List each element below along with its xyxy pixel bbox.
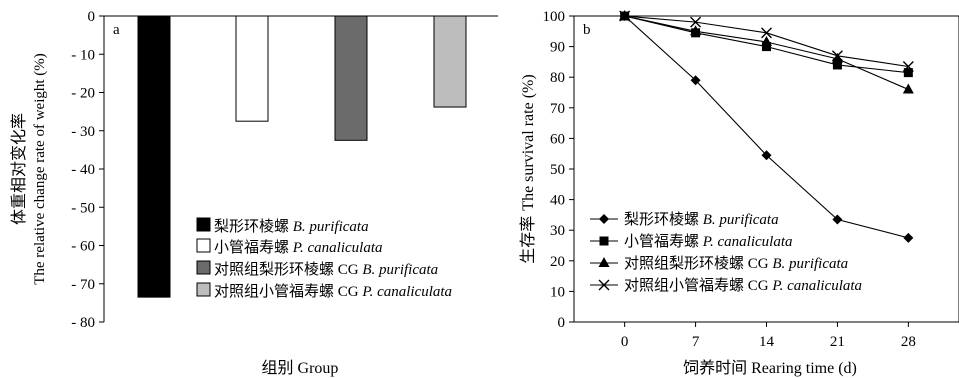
panel-a-legend-swatch (196, 217, 211, 232)
legend-cn: 小管福寿螺 (214, 239, 293, 256)
panel-b-letter: b (583, 22, 591, 38)
panel-b-y-tick-label: 80 (550, 70, 565, 86)
panel-b-point (902, 60, 914, 72)
legend-cn: 小管福寿螺 (624, 233, 703, 250)
panel-a-y-tick-label: - 60 (71, 239, 95, 255)
panel-b-point (619, 10, 631, 22)
legend-cn: 对照组梨形环棱螺 CG (214, 261, 362, 278)
panel-a-bar (433, 15, 467, 108)
panel-b-legend-label: 对照组小管福寿螺 CG P. canaliculata (624, 277, 862, 294)
panel-a-y-tick-label: - 70 (71, 277, 95, 293)
panel-b-legend-label: 对照组梨形环棱螺 CG B. purificata (624, 255, 848, 272)
panel-b-xlabel: 饲养时间 Rearing time (d) (683, 359, 857, 377)
panel-b-lines (619, 10, 914, 243)
legend-en: P. canaliculata (771, 278, 862, 294)
panel-b-x-tick-label: 21 (830, 334, 845, 350)
legend-en: P. canaliculata (702, 234, 793, 250)
panel-b-x-tick-label: 28 (901, 334, 916, 350)
legend-en: P. canaliculata (292, 240, 383, 256)
panel-b-ylabel-en: The survival rate (%) (520, 74, 537, 210)
panel-a-y-ticks: 0 - 10 - 20 - 30 - 40 - 50 - 60 - 70 - 80 (71, 9, 104, 331)
panel-b-point (690, 16, 702, 28)
panel-b-y-tick-label: 100 (543, 9, 566, 25)
legend-cn: 对照组小管福寿螺 CG (214, 283, 362, 300)
panel-b-x-tick-label: 14 (759, 334, 775, 350)
panel-b-point (599, 236, 609, 246)
panel-a-ylabel-en: The relative change rate of weight (%) (32, 53, 48, 285)
panel-a-y-tick-label: 0 (88, 9, 96, 25)
panel-b-point (598, 257, 610, 267)
panel-b-frame (573, 15, 959, 323)
panel-b-ylabel: 生存率 The survival rate (%) (519, 74, 537, 263)
panel-b-y-ticks: 0 10 20 30 40 50 60 70 80 90 100 (543, 9, 574, 331)
panel-b-point (690, 75, 701, 86)
panel-b-point (831, 50, 843, 62)
panel-b-point (690, 25, 702, 36)
panel-a-y-tick-label: - 20 (71, 86, 95, 102)
panel-a-letter: a (113, 22, 120, 38)
panel-b-point (761, 36, 772, 47)
panel-b-ylabel-cn: 生存率 (519, 216, 537, 264)
panel-b-point (902, 83, 914, 94)
panel-a-y-tick-label: - 10 (71, 47, 95, 63)
panel-b-y-tick-label: 20 (550, 254, 565, 270)
panel-b-chart: 0 10 20 30 40 50 60 70 80 90 100 0 7 14 21 28 b 生存率 The… (519, 9, 959, 377)
panel-a-legend-label: 梨形环棱螺 B. purificata (214, 218, 369, 235)
panel-a-bar (235, 15, 269, 122)
legend-cn: 对照组梨形环棱螺 CG (624, 255, 772, 272)
legend-en: B. purificata (362, 262, 438, 278)
panel-b-point (762, 42, 771, 52)
panel-b-y-tick-label: 0 (558, 315, 566, 331)
panel-a-y-tick-label: - 50 (71, 200, 95, 216)
panel-b-point (832, 214, 843, 225)
panel-b-point (598, 279, 610, 291)
legend-cn: 梨形环棱螺 (624, 211, 703, 228)
panel-b-point (761, 150, 772, 161)
panel-b-point (761, 27, 772, 39)
panel-b-point (903, 232, 914, 243)
panel-b-y-tick-label: 10 (550, 284, 565, 300)
legend-en: B. purificata (293, 219, 369, 235)
panel-a-legend-label: 小管福寿螺 P. canaliculata (214, 239, 382, 256)
panel-a-xlabel: 组别 Group (262, 359, 339, 377)
panel-b-y-tick-label: 50 (550, 162, 565, 178)
panel-a-bar (334, 15, 368, 141)
panel-a-legend-swatch (196, 238, 211, 253)
panel-b-series-line (624, 15, 909, 90)
panel-b-x-tick-label: 7 (692, 334, 700, 350)
panel-a-y-tick-label: - 40 (71, 162, 95, 178)
panel-b-point (599, 214, 609, 224)
panel-a-legend-label: 对照组梨形环棱螺 CG B. purificata (214, 261, 438, 278)
panel-a-legend-swatch (196, 282, 211, 297)
panel-a-y-tick-label: - 80 (71, 315, 95, 331)
panel-a-ylabel-cn: 体重相对变化率 (10, 113, 28, 225)
panel-b-point (619, 10, 631, 20)
panel-b-y-tick-label: 40 (550, 193, 565, 209)
legend-en: B. purificata (772, 256, 848, 272)
panel-a-legend-label: 对照组小管福寿螺 CG P. canaliculata (214, 283, 452, 300)
panel-b-legend-label: 梨形环棱螺 B. purificata (624, 211, 779, 228)
panel-b-y-tick-label: 90 (550, 40, 565, 56)
panel-a-bar (137, 15, 171, 298)
panel-b-legend-label: 小管福寿螺 P. canaliculata (624, 233, 792, 250)
panel-a-legend-swatch (196, 260, 211, 275)
panel-b-point (831, 52, 843, 63)
panel-a-y-tick-label: - 30 (71, 124, 95, 140)
panel-b-y-tick-label: 70 (550, 101, 565, 117)
legend-cn: 对照组小管福寿螺 CG (624, 277, 772, 294)
legend-en: P. canaliculata (361, 284, 452, 300)
legend-en: B. purificata (703, 212, 779, 228)
panel-a-chart: 0 - 10 - 20 - 30 - 40 - 50 - 60 - 70 - 80 a 体重相对… (10, 9, 498, 377)
panel-b-y-tick-label: 60 (550, 131, 565, 147)
panel-b-y-tick-label: 30 (550, 223, 565, 239)
panel-b-point (832, 60, 842, 70)
legend-cn: 梨形环棱螺 (214, 218, 293, 235)
panel-b-point (903, 68, 913, 78)
panel-b-x-tick-label: 0 (621, 334, 629, 350)
panel-b-x-ticks: 0 7 14 21 28 (621, 322, 916, 350)
